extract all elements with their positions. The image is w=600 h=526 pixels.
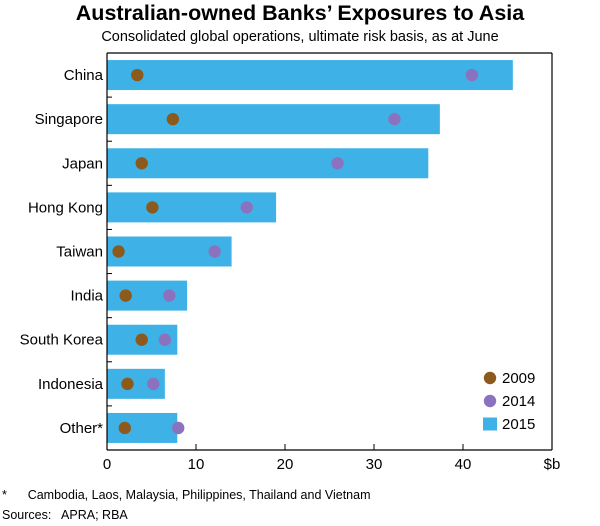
dot-2009 — [135, 333, 148, 346]
x-tick-label: 10 — [188, 456, 205, 473]
legend-marker-2009 — [483, 371, 497, 385]
dot-2014 — [172, 421, 185, 435]
dot-2009 — [146, 201, 159, 214]
legend-label: 2014 — [502, 393, 535, 410]
dot-2014 — [240, 201, 253, 214]
category-label: China — [64, 67, 104, 84]
sources-note: Sources: APRA; RBA — [2, 508, 128, 522]
dot-2009 — [131, 68, 144, 82]
chart-title: Australian-owned Banks’ Exposures to Asi… — [75, 1, 525, 25]
x-tick-label: 30 — [366, 456, 383, 473]
dot-2014 — [147, 377, 160, 391]
x-unit-label: $b — [544, 456, 561, 473]
x-tick-label: 40 — [455, 456, 472, 473]
dot-2014 — [158, 333, 172, 346]
legend-label: 2015 — [502, 416, 535, 433]
dot-2014 — [331, 157, 344, 170]
category-label: Indonesia — [38, 376, 104, 393]
category-label: Japan — [62, 155, 103, 172]
category-label: Taiwan — [56, 244, 103, 261]
category-label: South Korea — [20, 332, 104, 349]
dot-2014 — [388, 112, 401, 126]
dot-2014 — [208, 245, 221, 258]
dot-2009 — [166, 112, 180, 126]
dot-2009 — [118, 421, 131, 435]
bar-2015 — [107, 60, 513, 91]
legend-marker-2014 — [483, 394, 497, 408]
legend-label: 2009 — [502, 370, 535, 387]
category-label: Hong Kong — [28, 199, 103, 216]
dot-2009 — [119, 289, 132, 302]
bar-2015 — [107, 148, 429, 179]
chart-subtitle: Consolidated global operations, ultimate… — [101, 29, 499, 45]
dot-2014 — [465, 68, 479, 82]
dot-2009 — [135, 157, 148, 170]
x-tick-label: 0 — [103, 456, 111, 473]
dot-2014 — [163, 289, 176, 302]
category-label: Other* — [60, 420, 104, 437]
bar-2015 — [107, 412, 178, 443]
dot-2009 — [112, 245, 125, 258]
footnote: * Cambodia, Laos, Malaysia, Philippines,… — [2, 488, 371, 502]
category-label: India — [70, 288, 103, 305]
category-label: Singapore — [35, 111, 103, 128]
bar-2015 — [107, 104, 440, 135]
x-tick-label: 20 — [277, 456, 294, 473]
dot-2009 — [121, 377, 134, 391]
legend-marker-2015 — [483, 417, 497, 431]
